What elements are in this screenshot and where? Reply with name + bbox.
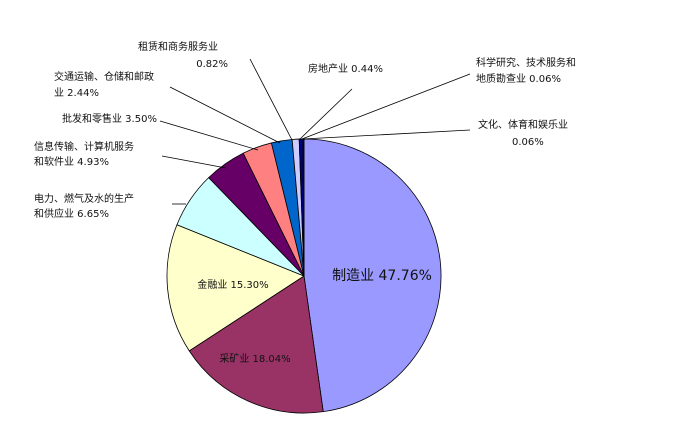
slice-label: 房地产业 0.44% <box>308 62 383 75</box>
slice-label: 电力、燃气及水的生产 <box>34 192 134 205</box>
slice-label: 金融业 15.30% <box>197 278 268 291</box>
slice-label: 和软件业 4.93% <box>34 155 109 168</box>
leader-line <box>249 58 293 141</box>
slice-label: 信息传输、计算机服务 <box>34 140 134 153</box>
pie-slice <box>303 138 305 277</box>
leader-line <box>299 88 353 140</box>
leader-line <box>159 120 259 151</box>
slice-label: 0.06% <box>512 137 544 148</box>
slice-label: 文化、体育和娱乐业 <box>478 118 568 131</box>
slice-label: 和供应业 6.65% <box>34 207 109 220</box>
pie-slice <box>303 138 442 413</box>
slice-label: 0.82% <box>196 59 228 70</box>
slice-label: 制造业 47.76% <box>332 268 432 284</box>
slice-label: 地质勘查业 0.06% <box>476 72 561 85</box>
leader-line <box>169 86 281 144</box>
slice-label: 批发和零售业 3.50% <box>62 112 157 125</box>
slice-label: 业 2.44% <box>54 87 99 99</box>
slice-label: 交通运输、仓储和邮政 <box>54 70 154 83</box>
leader-line <box>161 155 227 169</box>
pie-slices <box>166 138 442 414</box>
leader-line <box>302 129 471 140</box>
slice-label: 采矿业 18.04% <box>219 352 290 365</box>
slice-labels: 制造业 47.76% 采矿业 18.04% 金融业 15.30% 电力、燃气及水的生产… <box>34 40 576 365</box>
pie-slice <box>188 275 324 414</box>
leader-lines <box>159 58 471 205</box>
leader-line <box>301 73 471 140</box>
slice-label: 租赁和商务服务业 <box>138 40 218 53</box>
pie-slice <box>166 224 305 352</box>
slice-label: 科学研究、技术服务和 <box>476 56 576 69</box>
